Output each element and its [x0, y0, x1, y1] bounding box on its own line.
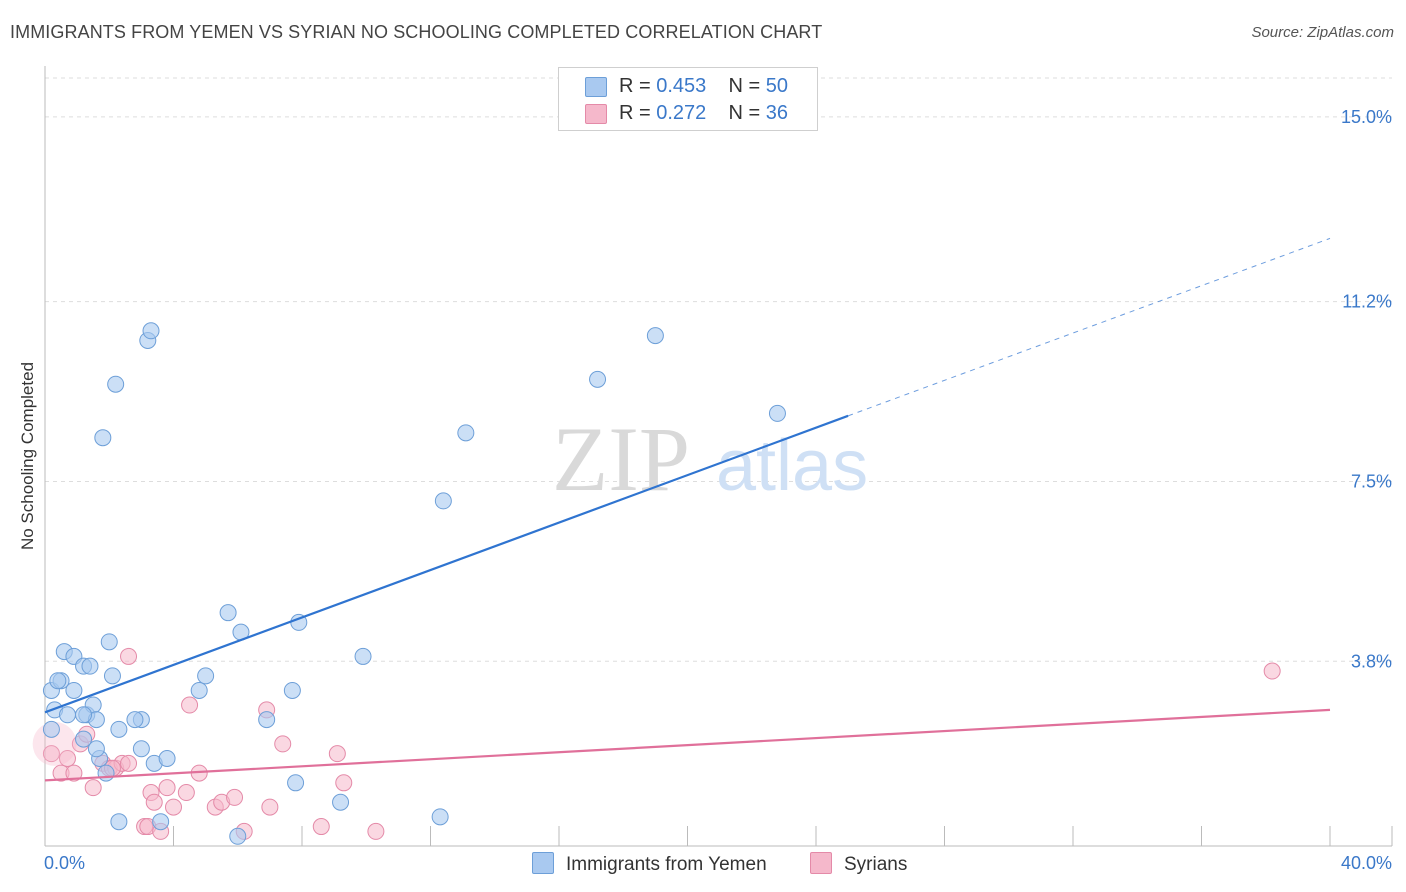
syrians-point: [328, 745, 346, 763]
correlation-legend: R = 0.453 N = 50 R = 0.272 N = 36: [558, 67, 818, 131]
syrians-point: [1263, 662, 1281, 680]
bottom-legend-label-yemen: Immigrants from Yemen: [566, 854, 767, 875]
syrians-point: [226, 788, 244, 806]
y-tick-label: 11.2%: [1342, 292, 1392, 312]
yemen-point: [589, 370, 607, 388]
yemen-point: [87, 740, 105, 758]
yemen-point: [110, 720, 128, 738]
bottom-legend-swatch-pink: [810, 852, 832, 874]
yemen-point: [768, 404, 786, 422]
chart-title: IMMIGRANTS FROM YEMEN VS SYRIAN NO SCHOO…: [10, 22, 823, 42]
legend-n-value: 36: [765, 102, 789, 124]
bottom-legend-syrians: Syrians: [810, 852, 907, 876]
syrians-point: [274, 735, 292, 753]
yemen-point: [132, 740, 150, 758]
yemen-point: [158, 750, 176, 768]
legend-r-value: 0.272: [656, 102, 707, 124]
bottom-legend-swatch-blue: [532, 852, 554, 874]
gridlines: [45, 77, 1392, 662]
syrians-point-cluster: [32, 721, 77, 766]
yemen-point: [75, 730, 93, 748]
yemen-point: [332, 793, 350, 811]
syrians-point: [42, 745, 60, 763]
yemen-point: [49, 672, 67, 690]
legend-n-value: 50: [765, 75, 789, 97]
syrians-point: [367, 822, 385, 840]
bottom-legend-yemen: Immigrants from Yemen: [532, 852, 767, 876]
yemen-point: [287, 774, 305, 792]
yemen-trendline: [44, 414, 849, 714]
syrians-point: [261, 798, 279, 816]
yemen-point: [97, 764, 115, 782]
yemen-trendline-extension: [847, 237, 1331, 417]
watermark-atlas: atlas: [716, 426, 868, 506]
x-tick-label-min: 0.0%: [44, 853, 85, 873]
legend-swatch-blue: [585, 77, 607, 97]
x-tick-labels: 0.0% 40.0%: [44, 853, 1392, 873]
legend-r-value: 0.453: [656, 75, 707, 97]
yemen-point: [75, 706, 93, 724]
yemen-point: [94, 429, 112, 447]
syrians-point: [65, 764, 83, 782]
yemen-point: [42, 720, 60, 738]
syrians-point: [165, 798, 182, 816]
yemen-point: [190, 681, 208, 699]
syrians-point: [84, 779, 102, 797]
syrians-point: [120, 647, 138, 665]
yemen-point: [58, 706, 76, 724]
syrians-points: [32, 647, 1281, 840]
syrians-point: [181, 696, 199, 714]
syrians-trendline: [44, 708, 1331, 782]
y-tick-label: 3.8%: [1351, 651, 1392, 671]
bottom-legend-label-syrians: Syrians: [844, 854, 908, 875]
legend-r-label: R =: [619, 102, 651, 124]
syrians-point: [58, 750, 76, 768]
axes: [44, 66, 1393, 847]
syrians-point: [312, 818, 330, 836]
yemen-point: [81, 657, 99, 675]
y-axis-label: No Schooling Completed: [18, 361, 37, 551]
yemen-point: [152, 813, 170, 831]
yemen-point: [434, 492, 452, 510]
yemen-point: [103, 667, 121, 685]
yemen-point: [258, 711, 276, 729]
trendlines: [44, 237, 1331, 782]
yemen-point: [142, 322, 160, 340]
yemen-point: [646, 327, 664, 345]
yemen-point: [283, 681, 301, 699]
yemen-point: [110, 813, 128, 831]
legend-n-label: N =: [728, 102, 761, 124]
source-label: Source: ZipAtlas.com: [1251, 24, 1394, 41]
yemen-point: [107, 375, 125, 393]
legend-swatch-pink: [585, 104, 607, 124]
x-tick-label-max: 40.0%: [1341, 853, 1392, 873]
legend-r-label: R =: [619, 75, 651, 97]
y-tick-label: 7.5%: [1351, 471, 1392, 491]
yemen-point: [229, 827, 247, 845]
syrians-point: [120, 754, 138, 772]
yemen-point: [65, 681, 83, 699]
y-tick-label: 15.0%: [1341, 107, 1392, 127]
syrians-point: [158, 779, 176, 797]
yemen-point: [457, 424, 475, 442]
watermark-zip: ZIP: [552, 408, 690, 510]
yemen-point: [126, 711, 144, 729]
yemen-point: [431, 808, 449, 826]
legend-n-label: N =: [728, 75, 761, 97]
yemen-point: [354, 647, 372, 665]
yemen-point: [100, 633, 118, 651]
yemen-points: [42, 322, 786, 845]
y-tick-labels: 3.8% 7.5% 11.2% 15.0%: [1341, 107, 1392, 671]
syrians-point: [335, 774, 353, 792]
syrians-point: [145, 793, 163, 811]
yemen-point: [197, 667, 215, 685]
syrians-point: [177, 784, 195, 802]
yemen-point: [219, 604, 237, 622]
